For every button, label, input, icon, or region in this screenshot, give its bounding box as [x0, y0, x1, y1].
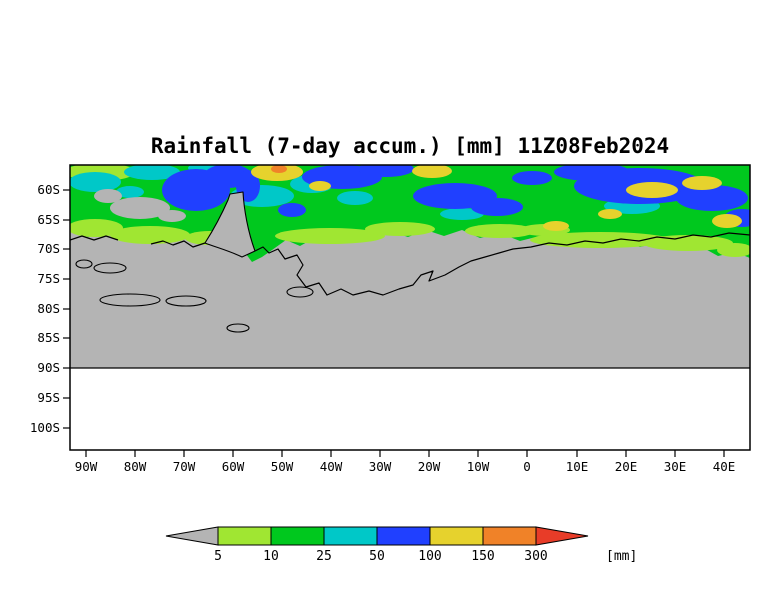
colorbar-tick-label: 5 — [214, 549, 222, 564]
colorbar-tick-label: 25 — [316, 549, 332, 564]
x-axis-label: 30E — [664, 459, 687, 474]
x-axis-label: 20E — [615, 459, 638, 474]
y-axis-label: 65S — [37, 212, 60, 227]
colorbar-segment-6 — [482, 526, 537, 546]
x-axis-label: 50W — [271, 459, 294, 474]
colorbar-segment-3 — [323, 526, 378, 546]
x-axis-label: 0 — [523, 459, 531, 474]
plot-frame — [69, 164, 751, 451]
y-axis-label: 95S — [37, 390, 60, 405]
colorbar-segment-1 — [217, 526, 272, 546]
y-axis-label: 100S — [30, 420, 60, 435]
x-axis-label: 10W — [467, 459, 490, 474]
antarctic-peninsula — [204, 191, 256, 258]
x-axis-label: 40E — [713, 459, 736, 474]
colorbar-arrow-above — [535, 526, 589, 546]
x-axis: 90W 80W 70W 60W 50W 40W 30W 20W 10W 0 10… — [75, 450, 736, 474]
x-axis-label: 70W — [173, 459, 196, 474]
dry-spots — [94, 189, 186, 222]
coastline — [70, 232, 750, 369]
x-axis-label: 40W — [320, 459, 343, 474]
x-axis-label: 90W — [75, 459, 98, 474]
y-axis-label: 75S — [37, 271, 60, 286]
colorbar-segment-5 — [429, 526, 484, 546]
map-title: Rainfall (7-day accum.) [mm] 11Z08Feb202… — [151, 134, 669, 158]
rain-patches-yellow — [251, 165, 742, 231]
y-axis: 60S 65S 70S 75S 80S 85S 90S 95S 100S — [30, 182, 70, 435]
colorbar-segment-4 — [376, 526, 431, 546]
colorbar-segment-2 — [270, 526, 325, 546]
colorbar-unit-label: [mm] — [606, 549, 637, 564]
colorbar-arrow-below — [165, 526, 219, 546]
y-axis-label: 70S — [37, 241, 60, 256]
x-axis-label: 20W — [418, 459, 441, 474]
y-axis-label: 80S — [37, 301, 60, 316]
y-axis-label: 60S — [37, 182, 60, 197]
colorbar-tick-label: 10 — [263, 549, 279, 564]
colorbar-tick-label: 100 — [418, 549, 441, 564]
x-axis-label: 60W — [222, 459, 245, 474]
colorbar-tick-label: 150 — [471, 549, 494, 564]
colorbar-tick-label: 50 — [369, 549, 385, 564]
colorbar: 5 10 25 50 100 150 300 [mm] — [165, 526, 637, 564]
rain-patches-orange — [271, 165, 287, 173]
x-axis-label: 10E — [566, 459, 589, 474]
map-field — [70, 165, 750, 450]
y-axis-label: 85S — [37, 330, 60, 345]
y-axis-label: 90S — [37, 360, 60, 375]
x-axis-label: 80W — [124, 459, 147, 474]
x-axis-label: 30W — [369, 459, 392, 474]
colorbar-tick-label: 300 — [524, 549, 547, 564]
